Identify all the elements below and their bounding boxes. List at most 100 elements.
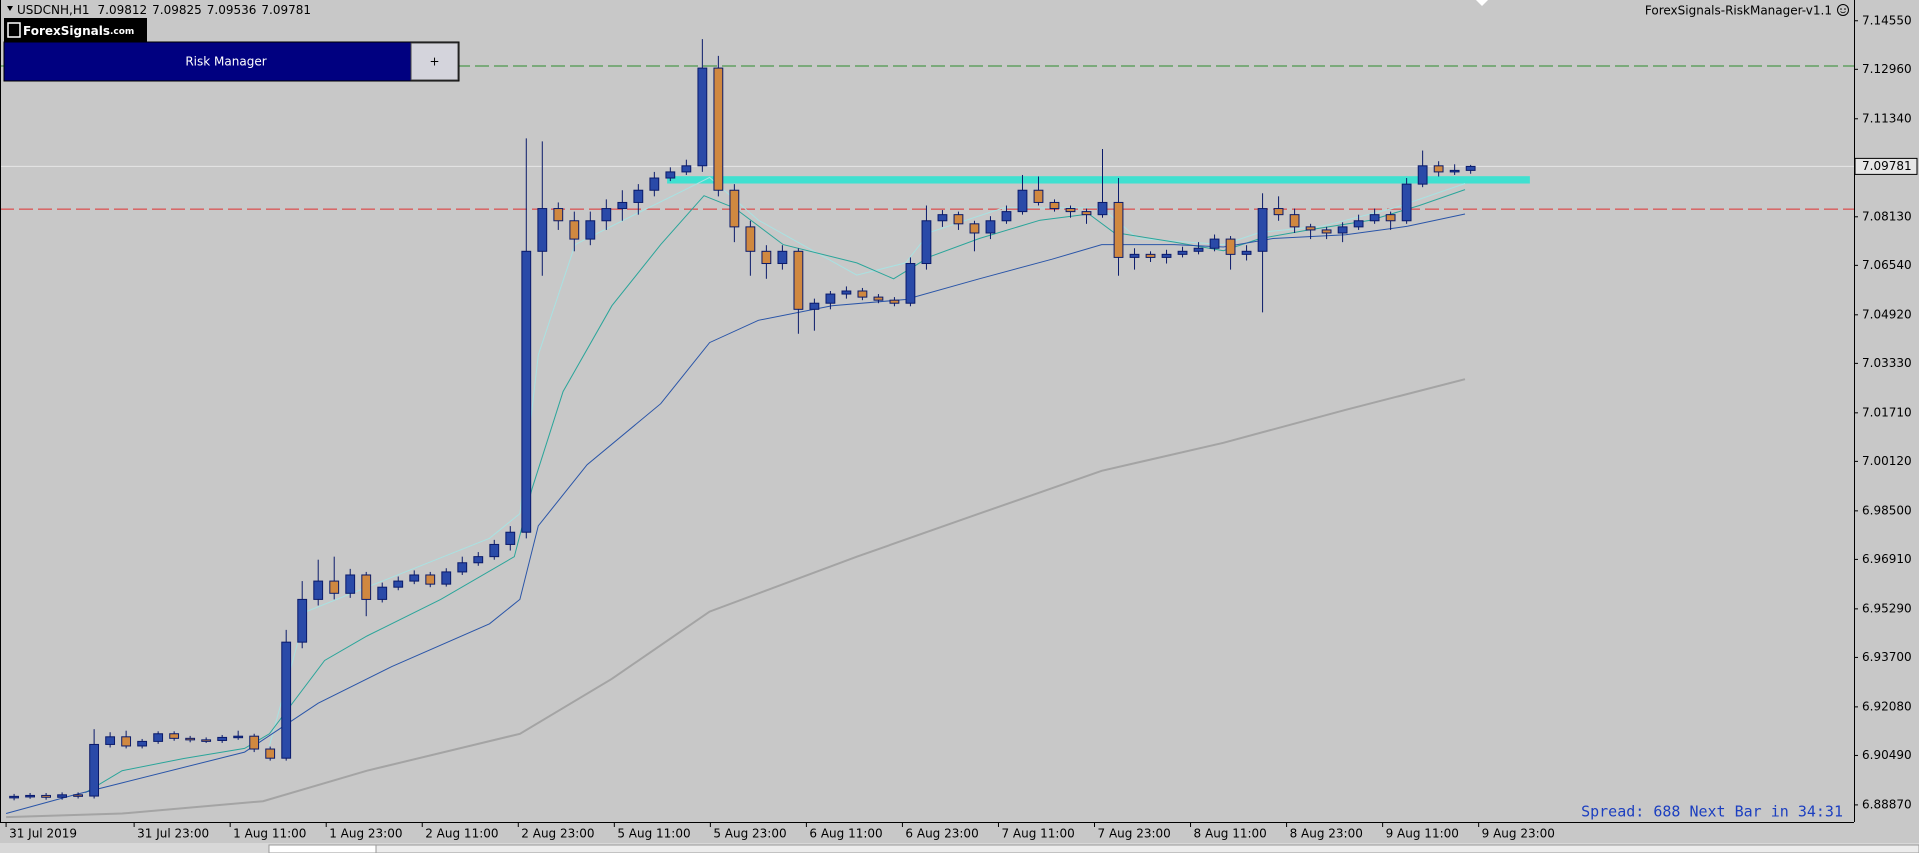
menu-arrow[interactable] xyxy=(7,6,13,11)
candle-body xyxy=(233,735,244,739)
logo xyxy=(4,18,147,42)
candle-body xyxy=(1049,201,1060,210)
candle-body xyxy=(969,223,980,234)
x-tick-label: 31 Jul 23:00 xyxy=(137,827,209,841)
x-tick-label: 8 Aug 11:00 xyxy=(1194,827,1267,841)
candle-body xyxy=(425,574,436,585)
candle-body xyxy=(169,733,180,739)
y-tick-label: 7.06540 xyxy=(1862,258,1912,272)
candle-body xyxy=(89,743,100,797)
candle-body xyxy=(329,580,340,594)
y-tick-label: 7.11340 xyxy=(1862,111,1912,125)
candle-body xyxy=(649,177,660,191)
y-tick-label: 6.98500 xyxy=(1862,503,1912,517)
x-tick-label: 9 Aug 11:00 xyxy=(1386,827,1459,841)
candle-body xyxy=(249,735,260,750)
y-tick-label: 7.12960 xyxy=(1862,62,1912,76)
candle-body xyxy=(313,580,324,600)
x-tick-label: 2 Aug 11:00 xyxy=(425,827,498,841)
candle-body xyxy=(521,250,532,533)
candle-body xyxy=(1193,247,1204,252)
candle-body xyxy=(1273,208,1284,216)
candle-body xyxy=(1257,208,1268,252)
candle-body xyxy=(1417,165,1428,185)
panel-title: Risk Manager xyxy=(185,55,266,69)
quote: 7.09781 xyxy=(261,3,311,17)
shift-marker xyxy=(1476,0,1488,6)
candle-body xyxy=(409,574,420,582)
candle-body xyxy=(681,165,692,173)
price-zone xyxy=(667,176,1530,184)
candle-body xyxy=(1289,214,1300,228)
candle-body xyxy=(505,531,516,545)
indicator-icon xyxy=(1844,8,1846,10)
candle-body xyxy=(1113,201,1124,258)
tab[interactable] xyxy=(268,844,377,853)
candle-body xyxy=(441,571,452,585)
candle-body xyxy=(41,794,51,798)
candle-body xyxy=(905,263,916,304)
candle-body xyxy=(937,214,948,222)
x-tick-label: 1 Aug 23:00 xyxy=(329,827,402,841)
button-label[interactable]: + xyxy=(429,55,439,69)
indicator-name: ForexSignals-RiskManager-v1.1 xyxy=(1645,4,1832,18)
candle-body xyxy=(1449,169,1460,173)
indicator-icon xyxy=(1840,11,1846,14)
candle-body xyxy=(585,220,596,240)
candle-body xyxy=(57,794,68,798)
candle-body xyxy=(745,226,756,252)
candle-body xyxy=(1241,250,1252,255)
candle-body xyxy=(761,250,772,265)
logo-icon xyxy=(7,22,21,38)
candle-body xyxy=(153,733,164,742)
candle-body xyxy=(1161,253,1172,258)
moving-average xyxy=(268,176,1466,747)
risk-manager-panel[interactable] xyxy=(3,41,460,82)
symbol: USDCNH,H1 xyxy=(17,3,90,17)
candle-body xyxy=(777,250,788,265)
candle-body xyxy=(985,220,996,234)
candle-body xyxy=(665,171,676,179)
candle-body xyxy=(473,556,484,564)
tab[interactable] xyxy=(375,844,1919,853)
y-tick-label: 6.88870 xyxy=(1862,797,1912,811)
logo-suffix: .com xyxy=(110,27,134,37)
candle-body xyxy=(953,214,964,225)
moving-average xyxy=(6,378,1466,819)
candle-body xyxy=(361,574,372,600)
candle-body xyxy=(537,208,548,252)
candle-body xyxy=(297,598,308,643)
expand-button[interactable] xyxy=(410,42,459,81)
candle-body xyxy=(217,736,228,741)
symbol-info: USDCNH,H1 7.09812 7.09825 7.09536 7.09781 xyxy=(17,3,311,17)
candle-body xyxy=(1081,211,1092,216)
indicator-icon xyxy=(1840,8,1842,10)
candle-body xyxy=(265,748,276,759)
candle-body xyxy=(697,67,708,167)
logo-text: ForexSignals.com xyxy=(23,24,134,38)
candle-body xyxy=(553,208,564,222)
candle-body xyxy=(1433,165,1444,173)
y-tick-label: 7.00120 xyxy=(1862,454,1912,468)
quote: 7.09825 xyxy=(152,3,202,17)
candle-body xyxy=(569,220,580,240)
candle-body xyxy=(1129,253,1140,258)
candle-body xyxy=(921,220,932,265)
logo-name: ForexSignals xyxy=(23,24,110,38)
x-tick-label: 7 Aug 23:00 xyxy=(1098,827,1171,841)
x-tick-label: 1 Aug 11:00 xyxy=(233,827,306,841)
candle-body xyxy=(793,250,804,310)
current-price-box xyxy=(1854,157,1918,175)
candle-body xyxy=(1337,226,1348,234)
candle-body xyxy=(1465,165,1476,171)
x-tick-label: 9 Aug 23:00 xyxy=(1482,827,1555,841)
candle-body xyxy=(9,795,19,799)
candle-body xyxy=(1401,183,1412,222)
x-tick-label: 7 Aug 11:00 xyxy=(1001,827,1074,841)
x-tick-label: 8 Aug 23:00 xyxy=(1290,827,1363,841)
status-text: Spread: 688 Next Bar in 34:31 xyxy=(1581,803,1843,821)
candle-body xyxy=(1225,238,1236,255)
y-tick-label: 7.04920 xyxy=(1862,307,1912,321)
